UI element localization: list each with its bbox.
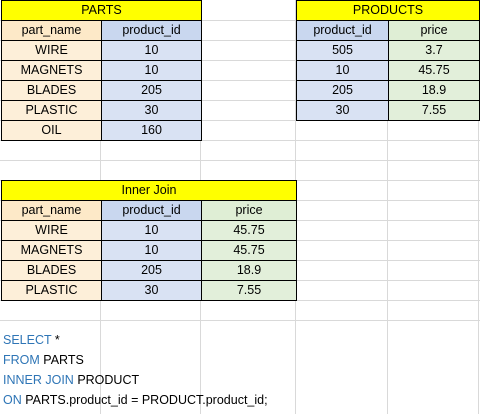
parts-header-part-name[interactable]: part_name xyxy=(2,21,102,41)
table-row: 205 18.9 xyxy=(297,81,480,101)
sql-text: PARTS.product_id = PRODUCT.product_id; xyxy=(21,393,268,407)
table-cell[interactable]: 45.75 xyxy=(202,241,297,261)
table-cell[interactable]: 18.9 xyxy=(202,261,297,281)
table-cell[interactable]: BLADES xyxy=(2,261,102,281)
table-cell[interactable]: 10 xyxy=(102,221,202,241)
table-cell[interactable]: 30 xyxy=(102,101,202,121)
table-row: PLASTIC 30 xyxy=(2,101,202,121)
table-cell[interactable]: 7.55 xyxy=(389,101,480,121)
table-row: WIRE 10 45.75 xyxy=(2,221,297,241)
table-row: PLASTIC 30 7.55 xyxy=(2,281,297,301)
products-header-price[interactable]: price xyxy=(389,21,480,41)
table-cell[interactable]: 7.55 xyxy=(202,281,297,301)
sql-join-line[interactable]: INNER JOIN PRODUCT xyxy=(3,373,139,387)
table-cell[interactable]: PLASTIC xyxy=(2,281,102,301)
table-row: 30 7.55 xyxy=(297,101,480,121)
parts-title[interactable]: PARTS xyxy=(2,1,202,21)
sql-keyword: SELECT xyxy=(3,333,52,347)
table-row: 505 3.7 xyxy=(297,41,480,61)
sql-keyword: INNER JOIN xyxy=(3,373,74,387)
products-table: PRODUCTS product_id price 505 3.7 10 45.… xyxy=(296,0,480,121)
sql-text: * xyxy=(51,333,60,347)
table-cell[interactable]: 10 xyxy=(297,61,389,81)
table-cell[interactable]: 10 xyxy=(102,241,202,261)
table-row: WIRE 10 xyxy=(2,41,202,61)
table-row: BLADES 205 18.9 xyxy=(2,261,297,281)
table-cell[interactable]: 160 xyxy=(102,121,202,141)
products-title[interactable]: PRODUCTS xyxy=(297,1,480,21)
table-row: 10 45.75 xyxy=(297,61,480,81)
table-cell[interactable]: WIRE xyxy=(2,221,102,241)
sql-text: PRODUCT xyxy=(73,373,140,387)
join-header-product-id[interactable]: product_id xyxy=(102,201,202,221)
table-cell[interactable]: 205 xyxy=(297,81,389,101)
sql-keyword: ON xyxy=(3,393,22,407)
table-cell[interactable]: 45.75 xyxy=(202,221,297,241)
sql-on-line[interactable]: ON PARTS.product_id = PRODUCT.product_id… xyxy=(3,393,268,407)
sql-select-line[interactable]: SELECT * xyxy=(3,333,60,347)
table-cell[interactable]: 30 xyxy=(102,281,202,301)
table-cell[interactable]: BLADES xyxy=(2,81,102,101)
products-header-product-id[interactable]: product_id xyxy=(297,21,389,41)
sql-text: PARTS xyxy=(39,353,84,367)
table-row: MAGNETS 10 xyxy=(2,61,202,81)
table-cell[interactable]: 18.9 xyxy=(389,81,480,101)
join-header-price[interactable]: price xyxy=(202,201,297,221)
table-row: MAGNETS 10 45.75 xyxy=(2,241,297,261)
table-row: BLADES 205 xyxy=(2,81,202,101)
table-cell[interactable]: OIL xyxy=(2,121,102,141)
table-cell[interactable]: 10 xyxy=(102,41,202,61)
parts-table: PARTS part_name product_id WIRE 10 MAGNE… xyxy=(1,0,202,141)
table-cell[interactable]: MAGNETS xyxy=(2,61,102,81)
table-cell[interactable]: PLASTIC xyxy=(2,101,102,121)
table-cell[interactable]: MAGNETS xyxy=(2,241,102,261)
join-header-part-name[interactable]: part_name xyxy=(2,201,102,221)
table-cell[interactable]: 205 xyxy=(102,81,202,101)
table-cell[interactable]: 3.7 xyxy=(389,41,480,61)
table-cell[interactable]: 505 xyxy=(297,41,389,61)
parts-header-product-id[interactable]: product_id xyxy=(102,21,202,41)
sql-keyword: FROM xyxy=(3,353,40,367)
table-cell[interactable]: 30 xyxy=(297,101,389,121)
table-cell[interactable]: 205 xyxy=(102,261,202,281)
table-row: OIL 160 xyxy=(2,121,202,141)
table-cell[interactable]: 10 xyxy=(102,61,202,81)
inner-join-title[interactable]: Inner Join xyxy=(2,181,297,201)
table-cell[interactable]: 45.75 xyxy=(389,61,480,81)
inner-join-table: Inner Join part_name product_id price WI… xyxy=(1,180,297,301)
table-cell[interactable]: WIRE xyxy=(2,41,102,61)
sql-from-line[interactable]: FROM PARTS xyxy=(3,353,84,367)
